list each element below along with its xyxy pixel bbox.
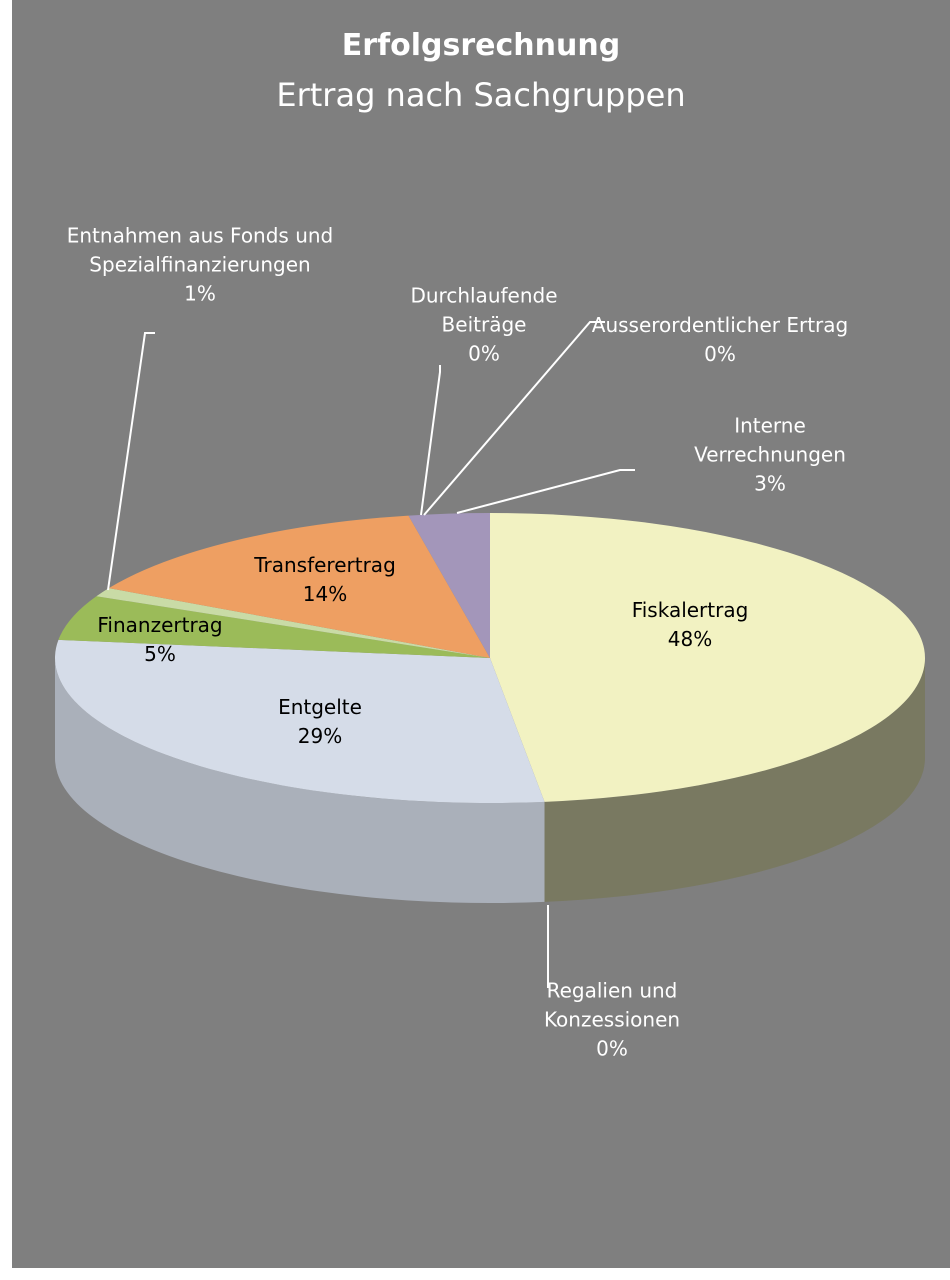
value-label: 1% <box>184 281 216 306</box>
pie-slice <box>58 596 490 658</box>
data-label: Durchlaufende Beiträge 0% <box>384 282 584 369</box>
pie-slice <box>108 515 491 658</box>
pie-side <box>55 658 545 903</box>
data-label: Regalien und Konzessionen 0% <box>512 977 712 1064</box>
category-label: Entgelte <box>278 695 362 719</box>
category-label: Fiskalertrag <box>631 598 749 622</box>
value-label: 48% <box>667 627 713 651</box>
pie-slice <box>96 588 490 658</box>
chart <box>55 321 925 988</box>
value-label: 5% <box>144 642 176 666</box>
data-label: Ausserordentlicher Ertrag 0% <box>590 311 850 369</box>
data-label: Entnahmen aus Fonds und Spezialfinanzier… <box>60 222 340 309</box>
leader-line <box>423 321 605 516</box>
leader-line <box>456 469 635 514</box>
data-label: Entgelte 29% <box>220 693 420 751</box>
category-label: Ausserordentlicher Ertrag <box>591 313 849 337</box>
value-label: 14% <box>302 582 348 606</box>
data-label: Interne Verrechnungen 3% <box>670 412 870 499</box>
value-label: 3% <box>754 471 786 496</box>
category-label: Interne Verrechnungen <box>694 413 846 467</box>
chart-title: Erfolgsrechnung <box>341 28 621 63</box>
pie-slice <box>408 513 490 658</box>
pie-side <box>544 658 925 902</box>
pie-slice <box>490 513 925 802</box>
data-label: Finanzertrag 5% <box>60 611 260 669</box>
value-label: 0% <box>596 1036 628 1061</box>
data-label: Fiskalertrag 48% <box>590 596 790 654</box>
category-label: Entnahmen aus Fonds und Spezialfinanzier… <box>66 223 334 277</box>
chart-panel: Erfolgsrechnung Ertrag nach Sachgruppen … <box>12 0 950 1268</box>
category-label: Durchlaufende Beiträge <box>410 283 558 337</box>
value-label: 0% <box>704 342 736 366</box>
leader-line <box>420 365 441 516</box>
leader-line <box>107 332 155 591</box>
data-label: Transferertrag 14% <box>225 551 425 609</box>
category-label: Finanzertrag <box>97 613 223 637</box>
pie-slice <box>55 639 545 803</box>
category-label: Regalien und Konzessionen <box>543 978 681 1032</box>
category-label: Transferertrag <box>254 553 396 577</box>
chart-subtitle: Ertrag nach Sachgruppen <box>276 76 686 114</box>
value-label: 29% <box>297 724 343 748</box>
value-label: 0% <box>468 341 500 366</box>
